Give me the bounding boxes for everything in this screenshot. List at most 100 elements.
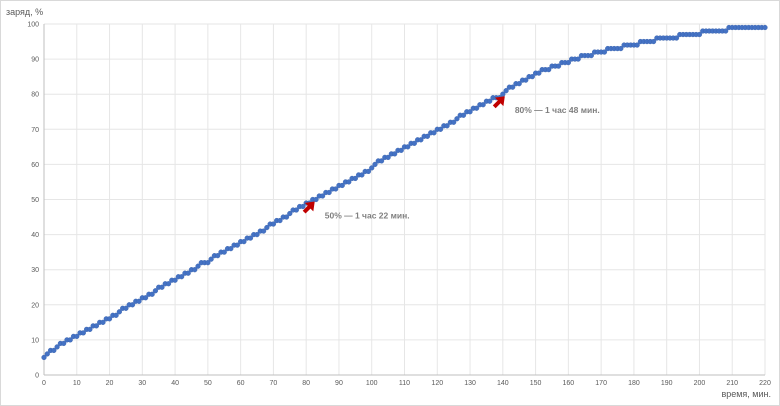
data-point [129,302,136,308]
data-point [536,70,542,76]
data-point [270,221,277,227]
data-point [93,323,100,329]
data-point [106,316,113,322]
data-point [565,60,571,66]
axes [43,24,765,376]
data-point [346,179,352,185]
data-point [359,172,365,178]
data-point [503,88,509,94]
data-point [205,260,211,266]
data-point [444,123,450,129]
data-point [215,253,221,259]
data-point [405,144,411,150]
data-point [221,249,227,255]
data-point [87,326,93,332]
x-tick-label: 40 [171,380,179,387]
x-tick-label: 160 [563,380,575,387]
data-point [385,154,391,160]
x-tick-label: 110 [399,380,410,387]
data-point [523,77,529,83]
data-point [283,214,290,220]
annotation-label: 80% — 1 час 48 мин. [515,105,600,115]
y-tick-label: 50 [31,197,39,204]
data-point [372,161,378,168]
data-point [247,235,254,241]
y-tick-label: 30 [31,267,39,274]
data-point [529,74,535,80]
data-point [546,67,552,73]
x-tick-label: 90 [335,380,343,387]
data-point [123,305,129,311]
data-point [192,267,198,273]
data-point [673,35,680,41]
data-point [424,133,431,139]
x-tick-label: 60 [237,380,245,387]
data-point [149,291,155,297]
data-point [474,105,480,111]
x-tick-label: 200 [694,380,706,387]
data-point [319,193,326,199]
annotations: 50% — 1 час 22 мин. 80% — 1 час 48 мин. [302,96,600,221]
y-tick-labels: 0 10 20 30 40 50 60 70 80 90 100 [27,22,39,380]
data-point [234,242,240,248]
data-point [287,210,293,217]
x-tick-label: 20 [106,380,114,387]
y-tick-label: 10 [31,337,39,344]
data-point [588,52,594,59]
data-point [152,288,159,294]
data-point [487,98,493,104]
x-tick-label: 80 [302,380,310,387]
data-point [333,186,339,192]
data-point [339,182,345,189]
annotation-arrow [492,96,505,109]
x-tick-label: 100 [366,380,378,387]
gridlines [44,23,766,375]
data-point [352,175,358,182]
y-tick-label: 60 [31,162,39,169]
data-point [634,42,640,48]
data-point [41,354,47,361]
data-point [762,24,768,31]
data-point [696,31,703,38]
arrow-icon [492,96,505,109]
data-point [165,281,172,287]
data-point [467,109,473,115]
data-point [460,112,467,118]
x-tick-label: 10 [73,380,81,387]
data-point [378,158,385,164]
data-point [369,165,375,171]
x-tick-label: 150 [530,380,542,387]
data-point [293,207,299,213]
x-tick-label: 180 [628,380,640,387]
data-point [326,189,332,196]
data-point [113,312,119,318]
data-point [159,284,165,290]
y-axis-label: заряд, % [6,7,43,17]
data-point [437,126,444,132]
y-tick-label: 80 [31,92,39,99]
data-point [136,298,142,304]
data-point [723,28,729,34]
y-tick-label: 100 [27,22,39,29]
data-point [67,337,73,343]
data-point [398,147,404,153]
data-point [80,330,86,336]
data-point [51,347,57,354]
x-tick-label: 140 [497,380,509,387]
data-point [277,217,283,224]
data-point [100,319,106,325]
x-tick-labels: 0 10 20 30 40 50 60 70 80 90 100 110 120 130 140 150 160… [42,380,771,387]
data-point [54,344,60,350]
y-tick-label: 70 [31,127,39,134]
data-point [254,232,260,238]
annotation-arrow [302,201,315,214]
y-tick-label: 0 [35,373,39,380]
data-point [44,351,50,357]
x-tick-label: 220 [759,380,771,387]
data-point [264,224,270,231]
data-point [451,119,457,125]
x-tick-label: 130 [464,380,476,387]
data-point [411,140,417,146]
